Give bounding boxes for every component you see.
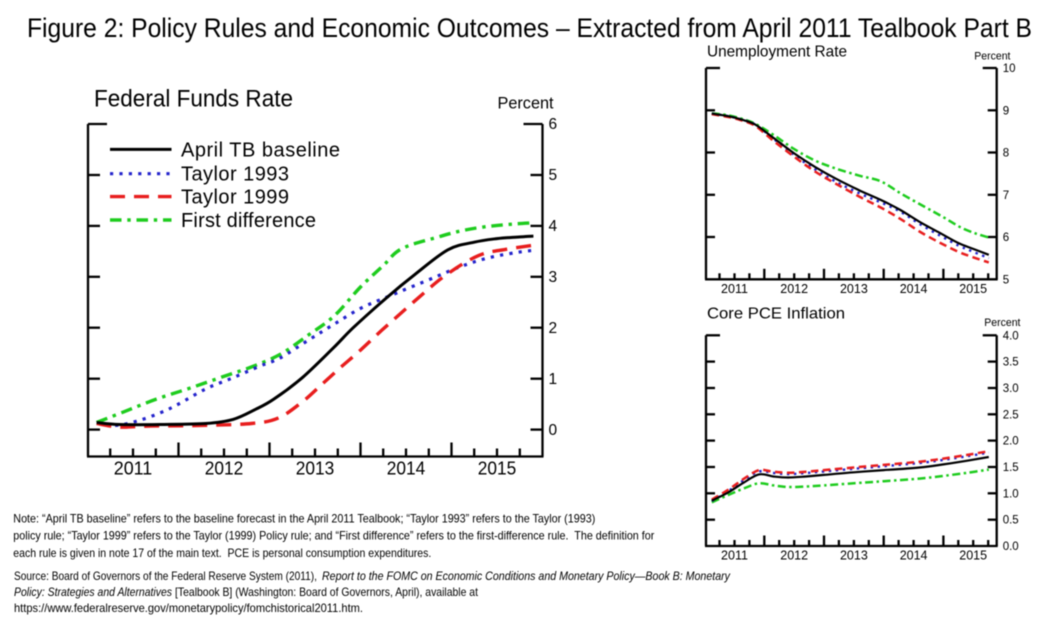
svg-text:2015: 2015 (959, 549, 987, 563)
svg-text:6: 6 (1003, 232, 1009, 244)
svg-text:7: 7 (1003, 190, 1009, 202)
svg-text:Unemployment Rate: Unemployment Rate (707, 44, 847, 61)
svg-text:2012: 2012 (205, 458, 244, 479)
svg-text:2012: 2012 (780, 549, 808, 563)
svg-text:Policy: Strategies and Alterna: Policy: Strategies and Alternatives (14, 585, 172, 599)
svg-text:2011: 2011 (721, 549, 748, 563)
svg-text:3.5: 3.5 (1003, 357, 1019, 369)
svg-text:2015: 2015 (959, 282, 987, 296)
svg-text:10: 10 (1003, 63, 1016, 75)
svg-text:Taylor 1999: Taylor 1999 (181, 187, 289, 209)
svg-text:0: 0 (549, 422, 558, 439)
svg-text:https://www.federalreserve.gov: https://www.federalreserve.gov/monetaryp… (14, 601, 363, 615)
svg-text:8: 8 (1003, 148, 1009, 160)
svg-text:April TB baseline: April TB baseline (181, 139, 340, 161)
svg-text:[Tealbook B] (Washington: Boar: [Tealbook B] (Washington: Board of Gover… (175, 585, 479, 599)
svg-text:2015: 2015 (478, 458, 517, 479)
svg-text:2013: 2013 (840, 549, 868, 563)
svg-text:2013: 2013 (840, 282, 868, 296)
svg-text:Percent: Percent (497, 95, 554, 113)
svg-text:Core PCE Inflation: Core PCE Inflation (707, 306, 845, 323)
svg-text:First difference: First difference (181, 210, 316, 232)
svg-text:2012: 2012 (780, 282, 808, 296)
svg-text:Figure 2: Policy Rules and Eco: Figure 2: Policy Rules and Economic Outc… (27, 13, 1032, 43)
svg-text:4.0: 4.0 (1003, 330, 1019, 342)
svg-text:Report to the FOMC on Economic: Report to the FOMC on Economic Condition… (322, 569, 731, 583)
svg-text:1: 1 (549, 371, 558, 388)
svg-text:Source: Board of Governors of: Source: Board of Governors of the Federa… (14, 569, 317, 583)
svg-text:Percent: Percent (984, 317, 1021, 329)
svg-text:each rule is given in note 17: each rule is given in note 17 of the mai… (13, 546, 431, 560)
svg-text:1.5: 1.5 (1003, 462, 1019, 474)
svg-text:0.0: 0.0 (1003, 541, 1019, 553)
svg-text:2013: 2013 (296, 458, 335, 479)
svg-text:Taylor 1993: Taylor 1993 (181, 163, 289, 185)
svg-text:Federal Funds Rate: Federal Funds Rate (94, 86, 293, 113)
svg-text:2014: 2014 (900, 282, 928, 296)
svg-text:2.5: 2.5 (1003, 409, 1019, 421)
svg-text:5: 5 (1003, 274, 1009, 286)
svg-text:Percent: Percent (974, 50, 1011, 62)
svg-text:2014: 2014 (387, 458, 426, 479)
svg-text:2.0: 2.0 (1003, 436, 1019, 448)
svg-text:5: 5 (549, 167, 558, 184)
svg-text:2014: 2014 (900, 549, 928, 563)
svg-text:policy rule; “Taylor 1999” ref: policy rule; “Taylor 1999” refers to the… (13, 529, 654, 543)
svg-text:4: 4 (549, 218, 558, 235)
svg-text:3.0: 3.0 (1003, 383, 1019, 395)
svg-text:9: 9 (1003, 105, 1009, 117)
svg-text:2011: 2011 (114, 458, 153, 479)
svg-text:2011: 2011 (721, 282, 748, 296)
svg-text:0.5: 0.5 (1003, 515, 1019, 527)
svg-text:3: 3 (549, 269, 558, 286)
svg-text:Note: “April TB baseline” refe: Note: “April TB baseline” refers to the … (13, 511, 595, 525)
svg-text:2: 2 (549, 320, 558, 337)
svg-text:6: 6 (549, 116, 558, 133)
svg-text:1.0: 1.0 (1003, 488, 1019, 500)
